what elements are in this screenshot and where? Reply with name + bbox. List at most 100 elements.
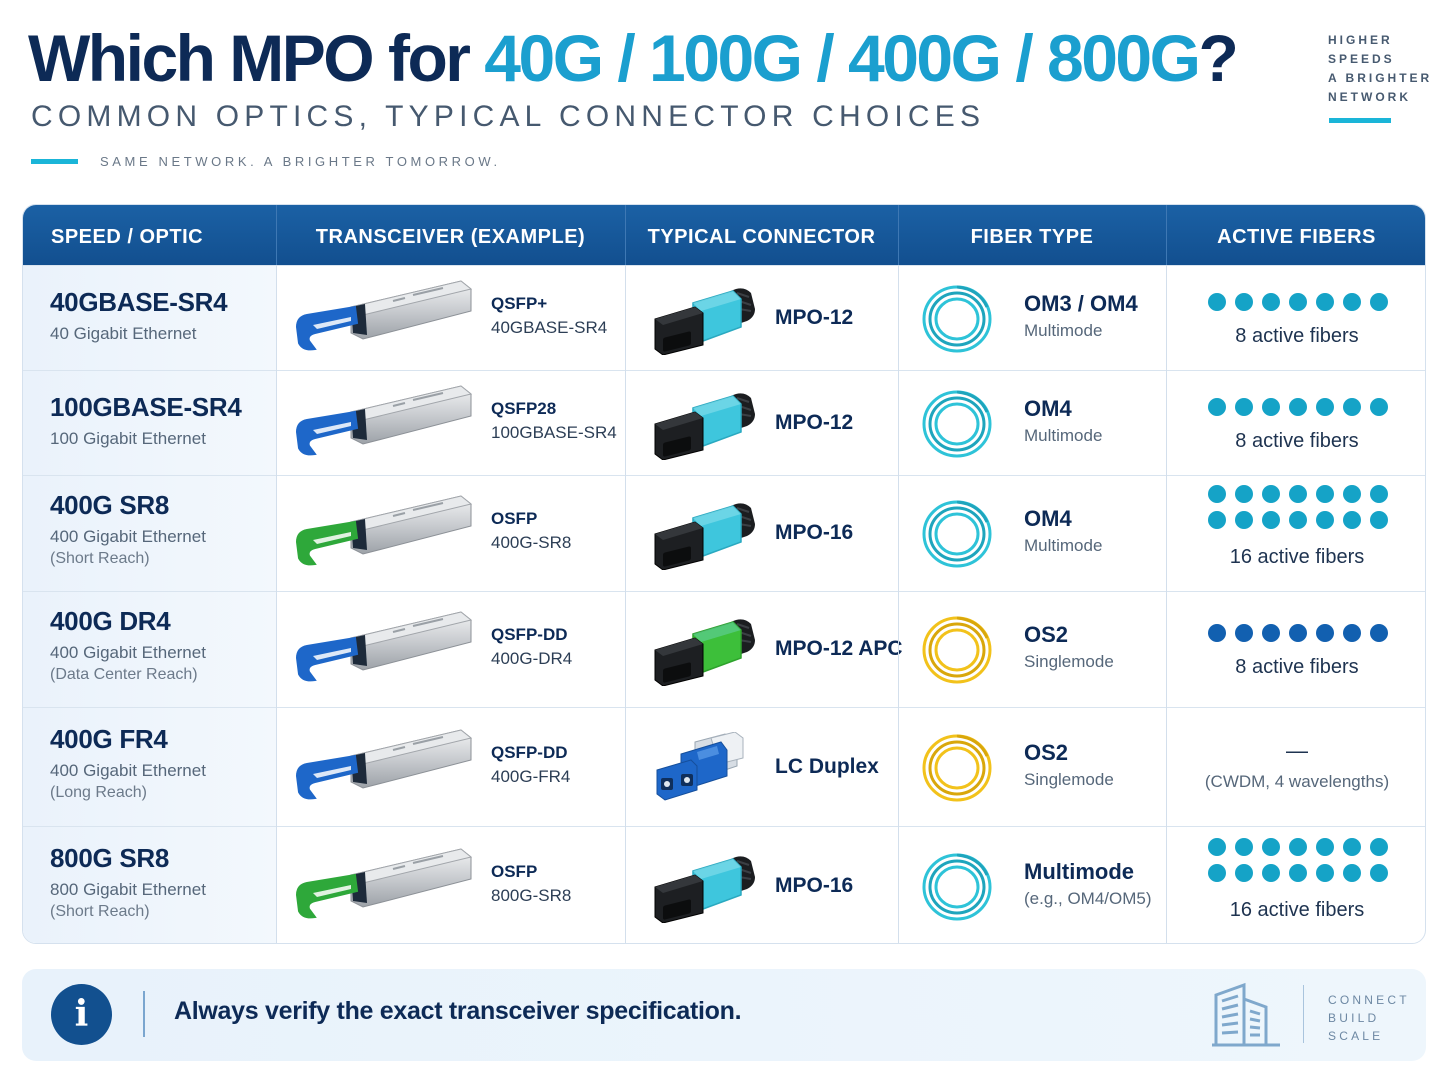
active-fibers-label: 8 active fibers <box>1235 324 1359 347</box>
slogan-line: SCALE <box>1328 1029 1384 1043</box>
fiber-type: OS2 <box>1024 622 1069 647</box>
fiber-dot <box>1343 624 1361 642</box>
corner-accent <box>1329 118 1391 123</box>
fiber-dot <box>1370 624 1388 642</box>
fiber-mode: (e.g., OM4/OM5) <box>1024 888 1152 908</box>
fiber-dot <box>1289 485 1307 503</box>
fiber-dot <box>1208 511 1226 529</box>
table-row: 40GBASE-SR4 40 Gigabit Ethernet QSFP+ 40GB… <box>23 265 1425 370</box>
aqua-fiber-coil-icon <box>921 851 993 923</box>
speed-description: 800 Gigabit Ethernet <box>50 879 206 899</box>
footer-divider <box>143 991 145 1037</box>
mpo-aqua-connector-icon <box>651 498 761 571</box>
transceiver-blue-tab-icon <box>293 382 493 462</box>
table-row: 400G SR8 400 Gigabit Ethernet (Short Reach… <box>23 475 1425 591</box>
fiber-dot <box>1343 292 1361 311</box>
fiber-mode: Singlemode <box>1024 652 1114 671</box>
fiber-dot <box>1316 837 1334 856</box>
speed-cell <box>23 827 276 943</box>
info-icon: i <box>51 984 112 1045</box>
active-fibers-label: 8 active fibers <box>1235 656 1359 678</box>
fiber-dot <box>1343 863 1361 882</box>
transceiver-blue-tab-icon <box>293 608 493 688</box>
connector-label: LC Duplex <box>775 754 879 778</box>
form-factor: QSFP-DD <box>491 625 568 644</box>
form-factor: QSFP28 <box>491 398 557 418</box>
speed-label: 400G FR4 <box>50 723 168 754</box>
footer-slogan: CONNECT BUILD SCALE <box>1328 991 1410 1045</box>
corner-line: NETWORK <box>1328 90 1411 104</box>
speed-label: 400G DR4 <box>50 606 171 636</box>
optic-model: 800G-SR8 <box>491 885 572 905</box>
table-row: 800G SR8 800 Gigabit Ethernet (Short Reach… <box>23 826 1425 943</box>
speed-cell <box>23 371 276 475</box>
optic-model: 400G-FR4 <box>491 766 571 786</box>
column-divider <box>276 265 277 943</box>
active-fibers-label: 8 active fibers <box>1235 429 1359 452</box>
slogan-line: BUILD <box>1328 1011 1380 1025</box>
fiber-mode: Singlemode <box>1024 769 1114 789</box>
aqua-fiber-coil-icon <box>921 498 993 570</box>
transceiver-blue-tab-icon <box>293 726 493 806</box>
speed-cell <box>23 708 276 826</box>
fiber-dot <box>1208 397 1226 416</box>
footer-note: i Always verify the exact transceiver sp… <box>22 969 1426 1061</box>
fiber-dot <box>1370 863 1388 882</box>
mpo-aqua-connector-icon <box>651 388 761 461</box>
speed-description: 400 Gigabit Ethernet <box>50 527 206 546</box>
corner-line: SPEEDS <box>1328 52 1395 66</box>
fiber-type: OM3 / OM4 <box>1024 290 1138 316</box>
speed-cell <box>23 592 276 707</box>
table-row: 100GBASE-SR4 100 Gigabit Ethernet QSFP28 1… <box>23 370 1425 475</box>
corner-slogan: HIGHER SPEEDS A BRIGHTER NETWORK <box>1328 31 1432 107</box>
fiber-dot <box>1262 624 1280 642</box>
speed-note: (Long Reach) <box>50 783 147 801</box>
transceiver-label: QSFP-DD 400G-FR4 <box>491 741 570 789</box>
fiber-mode: Multimode <box>1024 536 1103 555</box>
speed-note: (Data Center Reach) <box>50 666 198 683</box>
fiber-dot <box>1262 837 1280 856</box>
column-header-connector: TYPICAL CONNECTOR <box>647 226 876 248</box>
mpo-aqua-connector-icon <box>651 851 761 924</box>
form-factor: OSFP <box>491 861 538 881</box>
table-row: 400G FR4 400 Gigabit Ethernet (Long Reach)… <box>23 707 1425 826</box>
fiber-type: OS2 <box>1024 739 1069 765</box>
fiber-dot <box>1289 397 1307 416</box>
column-header-active-fibers: ACTIVE FIBERS <box>1217 226 1376 248</box>
speed-cell <box>23 476 276 591</box>
fiber-dot <box>1208 292 1226 311</box>
page-subtitle: COMMON OPTICS, TYPICAL CONNECTOR CHOICES <box>31 100 986 133</box>
connector-label: MPO-12 <box>775 305 854 329</box>
connector-label: MPO-16 <box>775 521 854 544</box>
page-title: Which MPO for 40G / 100G / 400G / 800G? <box>28 18 1239 98</box>
transceiver-blue-tab-icon <box>293 277 493 357</box>
fiber-dot <box>1289 511 1307 529</box>
fiber-dots <box>1203 485 1393 529</box>
fiber-dot <box>1289 837 1307 856</box>
fiber-dot <box>1370 292 1388 311</box>
optic-model: 400G-SR8 <box>491 533 572 552</box>
optic-model: 40GBASE-SR4 <box>491 317 608 337</box>
yellow-fiber-coil-icon <box>921 732 993 804</box>
column-header-fiber: FIBER TYPE <box>970 226 1094 248</box>
speed-cell <box>23 266 276 370</box>
speed-label: 40GBASE-SR4 <box>50 286 228 317</box>
column-header-speed: SPEED / OPTIC <box>51 226 204 248</box>
title-prefix: Which MPO for <box>28 21 485 95</box>
fiber-dot <box>1235 485 1253 503</box>
fiber-dot <box>1208 837 1226 856</box>
table-header: SPEED / OPTIC TRANSCEIVER (EXAMPLE) TYPI… <box>23 205 1425 265</box>
fiber-mode: Multimode <box>1024 320 1103 340</box>
corner-line: HIGHER <box>1328 33 1393 47</box>
transceiver-green-tab-icon <box>293 492 493 572</box>
fiber-dot <box>1316 292 1334 311</box>
fiber-dots <box>1203 837 1393 882</box>
fiber-dot <box>1235 511 1253 529</box>
active-fibers-label: 16 active fibers <box>1229 898 1365 921</box>
yellow-fiber-coil-icon <box>921 614 993 686</box>
aqua-fiber-coil-icon <box>921 283 993 355</box>
column-divider <box>1166 265 1167 943</box>
corner-line: A BRIGHTER <box>1328 71 1433 85</box>
speed-note: (Short Reach) <box>50 550 150 567</box>
fiber-dot <box>1235 837 1253 856</box>
